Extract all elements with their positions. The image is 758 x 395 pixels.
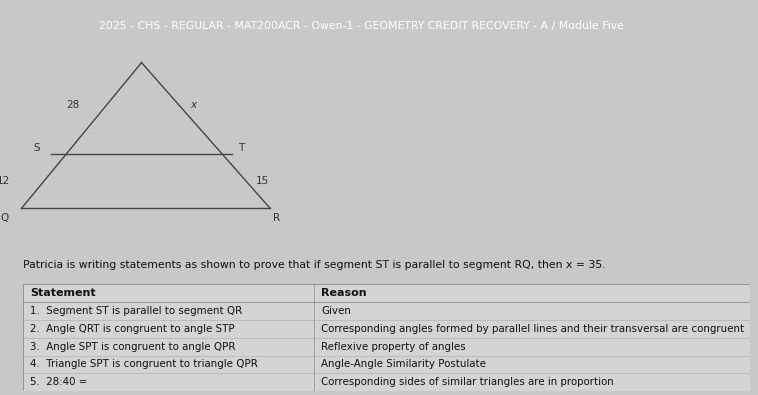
Text: S: S: [33, 143, 40, 153]
Text: 28: 28: [66, 100, 80, 110]
Text: 2025 - CHS - REGULAR - MAT200ACR - Owen-1 - GEOMETRY CREDIT RECOVERY - A / Modul: 2025 - CHS - REGULAR - MAT200ACR - Owen-…: [99, 21, 623, 31]
Text: 12: 12: [0, 176, 11, 186]
Text: 3.  Angle SPT is congruent to angle QPR: 3. Angle SPT is congruent to angle QPR: [30, 342, 236, 352]
Text: Reason: Reason: [321, 288, 367, 298]
Text: Corresponding sides of similar triangles are in proportion: Corresponding sides of similar triangles…: [321, 377, 614, 387]
Text: Patricia is writing statements as shown to prove that if segment ST is parallel : Patricia is writing statements as shown …: [23, 260, 606, 270]
Text: Corresponding angles formed by parallel lines and their transversal are congruen: Corresponding angles formed by parallel …: [321, 324, 744, 334]
Text: x: x: [190, 100, 196, 110]
Text: Angle-Angle Similarity Postulate: Angle-Angle Similarity Postulate: [321, 359, 486, 369]
Text: 2.  Angle QRT is congruent to angle STP: 2. Angle QRT is congruent to angle STP: [30, 324, 235, 334]
Text: Given: Given: [321, 306, 351, 316]
Text: 1.  Segment ST is parallel to segment QR: 1. Segment ST is parallel to segment QR: [30, 306, 243, 316]
Text: 4.  Triangle SPT is congruent to triangle QPR: 4. Triangle SPT is congruent to triangle…: [30, 359, 258, 369]
Text: 15: 15: [255, 176, 269, 186]
Text: Statement: Statement: [30, 288, 96, 298]
Text: T: T: [239, 143, 245, 153]
Text: Reflexive property of angles: Reflexive property of angles: [321, 342, 465, 352]
Text: R: R: [273, 213, 280, 223]
Text: Q: Q: [0, 213, 8, 223]
Text: 5.  28:40 =: 5. 28:40 =: [30, 377, 87, 387]
